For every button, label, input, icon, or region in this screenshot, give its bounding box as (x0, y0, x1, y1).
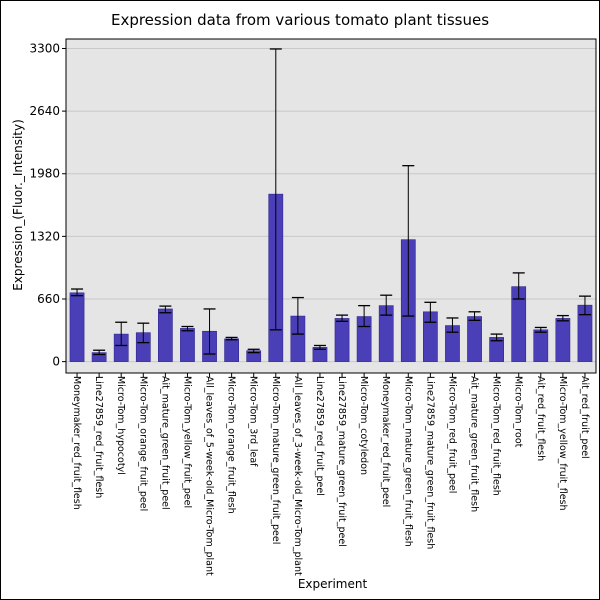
x-tick-label: Micro-Tom_yellow_fruit_peel (181, 376, 192, 508)
x-tick-label: Micro-Tom_orange_fruit_peel (137, 376, 148, 511)
x-tick-label: Micro-Tom_red_fruit_flesh (491, 376, 502, 496)
bar (224, 338, 239, 362)
y-tick-label: 0 (52, 355, 60, 369)
x-tick-label: Micro-Tom_mature_green_fruit_peel (270, 376, 281, 544)
x-tick-label: Ait_red_fruit_peel (579, 376, 590, 459)
x-tick-label: Micro-Tom_3rd_leaf (248, 376, 259, 467)
plot-area (66, 39, 596, 373)
bar (533, 329, 549, 362)
y-tick-label: 1320 (29, 229, 60, 243)
y-tick-label: 1980 (29, 167, 60, 181)
y-tick-label: 660 (37, 292, 60, 306)
bar (180, 328, 195, 362)
y-tick-label: 2640 (29, 104, 60, 118)
x-tick-label: Line27859_red_fruit_flesh (93, 376, 104, 498)
x-tick-label: Moneymaker_red_fruit_peel (380, 376, 391, 507)
x-tick-label: Micro-Tom_mature_green_fruit_flesh (402, 376, 413, 547)
bar (69, 292, 85, 362)
x-tick-label: Micro-Tom_orange_fruit_flesh (226, 376, 237, 514)
bar (467, 316, 482, 362)
bar (555, 318, 571, 362)
x-tick-label: Line27859_red_fruit_peel (314, 376, 325, 496)
chart-title: Expression data from various tomato plan… (110, 11, 490, 29)
bar (334, 318, 350, 362)
x-tick-label: Micro-Tom_root (513, 376, 524, 448)
bar (158, 308, 173, 362)
x-axis-label: Experiment (297, 577, 368, 591)
x-tick-label: Micro-Tom_cotyledon (358, 376, 369, 475)
x-tick-label: Ait_mature_green_fruit_peel (159, 376, 170, 510)
x-tick-label: Ait_red_fruit_flesh (535, 376, 546, 461)
x-tick-label: Micro-Tom_hypocotyl (115, 376, 126, 475)
x-tick-label: Micro-Tom_yellow_fruit_flesh (557, 376, 568, 511)
x-tick-label: All_leaves_of_3-week-old_Micro-Tom_plant (292, 376, 303, 576)
x-tick-label: Ait_mature_green_fruit_flesh (469, 376, 480, 512)
x-tick-label: Micro-Tom_red_fruit_peel (446, 376, 457, 493)
x-tick-label: Line27859_mature_green_fruit_peel (336, 376, 347, 547)
x-tick-label: All_leaves_of_5-week-old_Micro-Tom_plant (204, 376, 215, 576)
x-tick-label: Line27859_mature_green_fruit_flesh (424, 376, 435, 549)
x-tick-label: Moneymaker_red_fruit_flesh (71, 376, 82, 510)
y-tick-label: 3300 (29, 41, 60, 55)
plot-border (65, 38, 597, 374)
